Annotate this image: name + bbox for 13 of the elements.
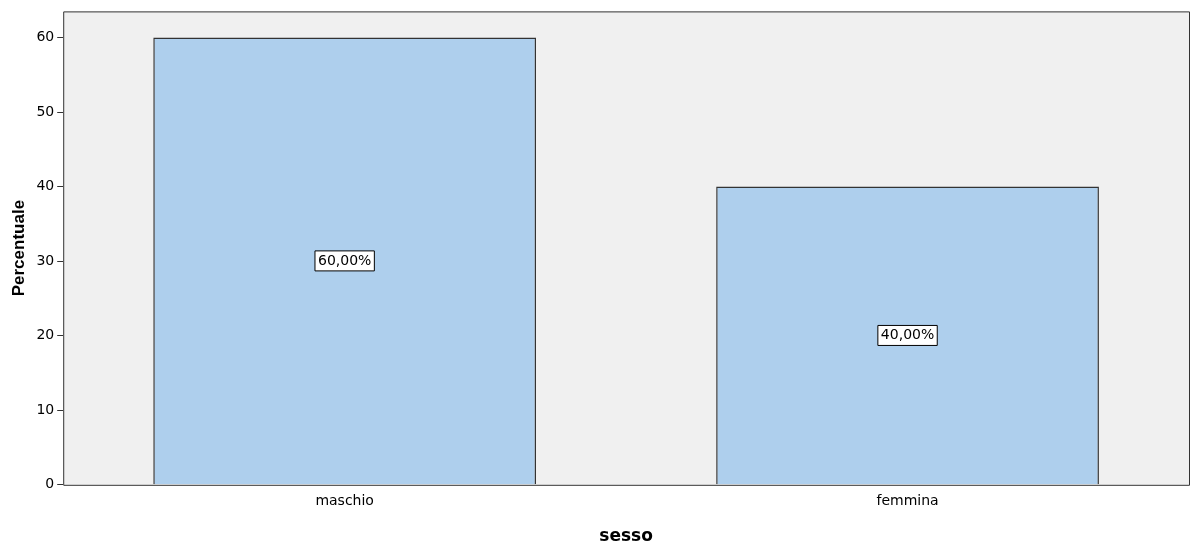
y-axis-title: Percentuale (8, 199, 28, 297)
data-label: 40,00% (880, 326, 935, 343)
y-tick-label: 0 (45, 475, 55, 492)
data-label: 60,00% (317, 251, 372, 268)
x-tick-label: femmina (876, 491, 939, 508)
y-tick-label: 40 (36, 177, 55, 194)
y-tick-label: 20 (36, 326, 55, 343)
y-tick-label: 60 (36, 28, 55, 45)
x-axis-title: sesso (599, 525, 653, 546)
y-tick-label: 30 (36, 251, 55, 268)
y-tick-label: 50 (36, 102, 55, 119)
y-tick-label: 10 (36, 400, 55, 417)
x-tick-label: maschio (315, 491, 374, 508)
